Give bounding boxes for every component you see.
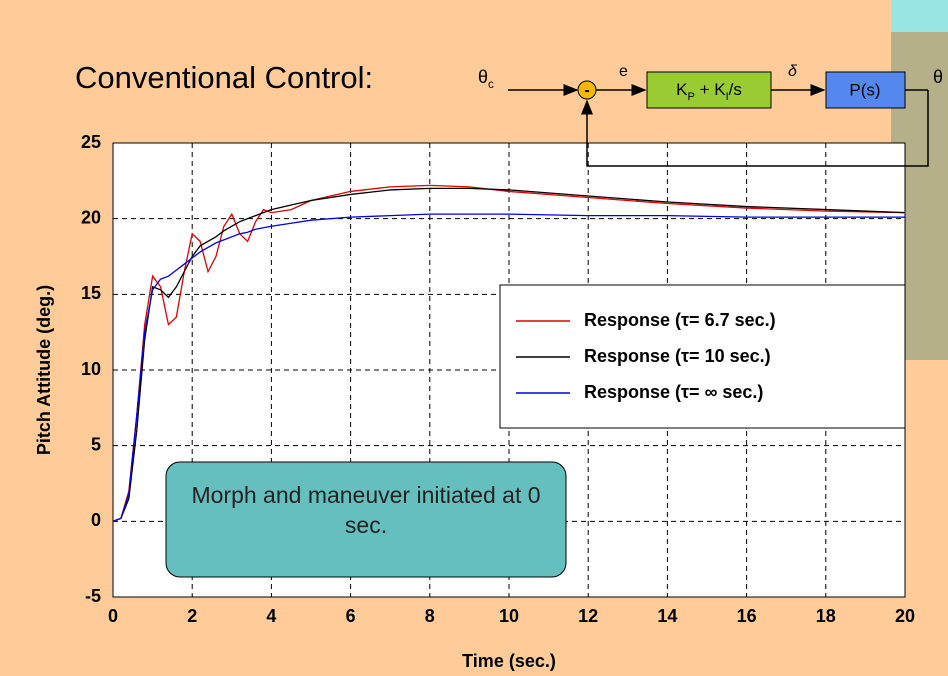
error-signal: e	[619, 63, 628, 80]
y-tick-label: 5	[91, 434, 101, 454]
legend-label: Response (τ= 6.7 sec.)	[584, 310, 776, 330]
x-tick-label: 16	[737, 606, 757, 626]
input-signal: θc	[478, 67, 494, 91]
x-tick-label: 2	[187, 606, 197, 626]
y-tick-label: -5	[85, 586, 101, 606]
series-line	[112, 187, 906, 522]
feedback-path	[581, 90, 929, 167]
y-tick-label: 15	[81, 283, 101, 303]
legend-label: Response (τ= ∞ sec.)	[584, 382, 763, 402]
controller-label: KP + KI/s	[676, 80, 742, 102]
y-tick-label: 20	[81, 207, 101, 227]
x-tick-label: 6	[346, 606, 356, 626]
plant-block	[825, 71, 906, 109]
x-tick-label: 12	[578, 606, 598, 626]
y-tick-label: 25	[81, 132, 101, 152]
plant-label: P(s)	[849, 80, 880, 99]
label-part: /s	[729, 80, 742, 99]
x-tick-label: 0	[108, 606, 118, 626]
annotation: Morph and maneuver initiated at 0 sec.	[191, 482, 541, 538]
label-part: c	[488, 78, 494, 91]
label-part: θ	[478, 67, 488, 87]
label-part: P	[687, 91, 694, 103]
delta-signal: δ	[788, 63, 798, 80]
x-tick-label: 20	[895, 606, 915, 626]
label-part: + K	[695, 80, 726, 99]
title: Conventional Control:	[75, 60, 373, 95]
sum-sign: -	[584, 82, 589, 99]
controller-block	[646, 71, 772, 109]
y-axis-label: Pitch Attitude (deg.)	[34, 285, 54, 455]
x-tick-label: 8	[425, 606, 435, 626]
legend-label: Response (τ= 10 sec.)	[584, 346, 771, 366]
x-tick-label: 10	[499, 606, 519, 626]
output-signal: θ	[933, 67, 943, 87]
y-tick-label: 10	[81, 359, 101, 379]
x-tick-label: 18	[816, 606, 836, 626]
annotation-wrap: Morph and maneuver initiated at 0 sec.	[191, 482, 541, 538]
label-part: I	[726, 91, 729, 103]
annotation-box	[165, 461, 567, 578]
x-tick-label: 14	[657, 606, 677, 626]
y-tick-label: 0	[91, 510, 101, 530]
series-line	[112, 213, 905, 522]
side-panel-top	[891, 0, 948, 32]
x-tick-label: 4	[266, 606, 276, 626]
x-axis-label: Time (sec.)	[462, 651, 556, 671]
label-part: K	[676, 80, 688, 99]
